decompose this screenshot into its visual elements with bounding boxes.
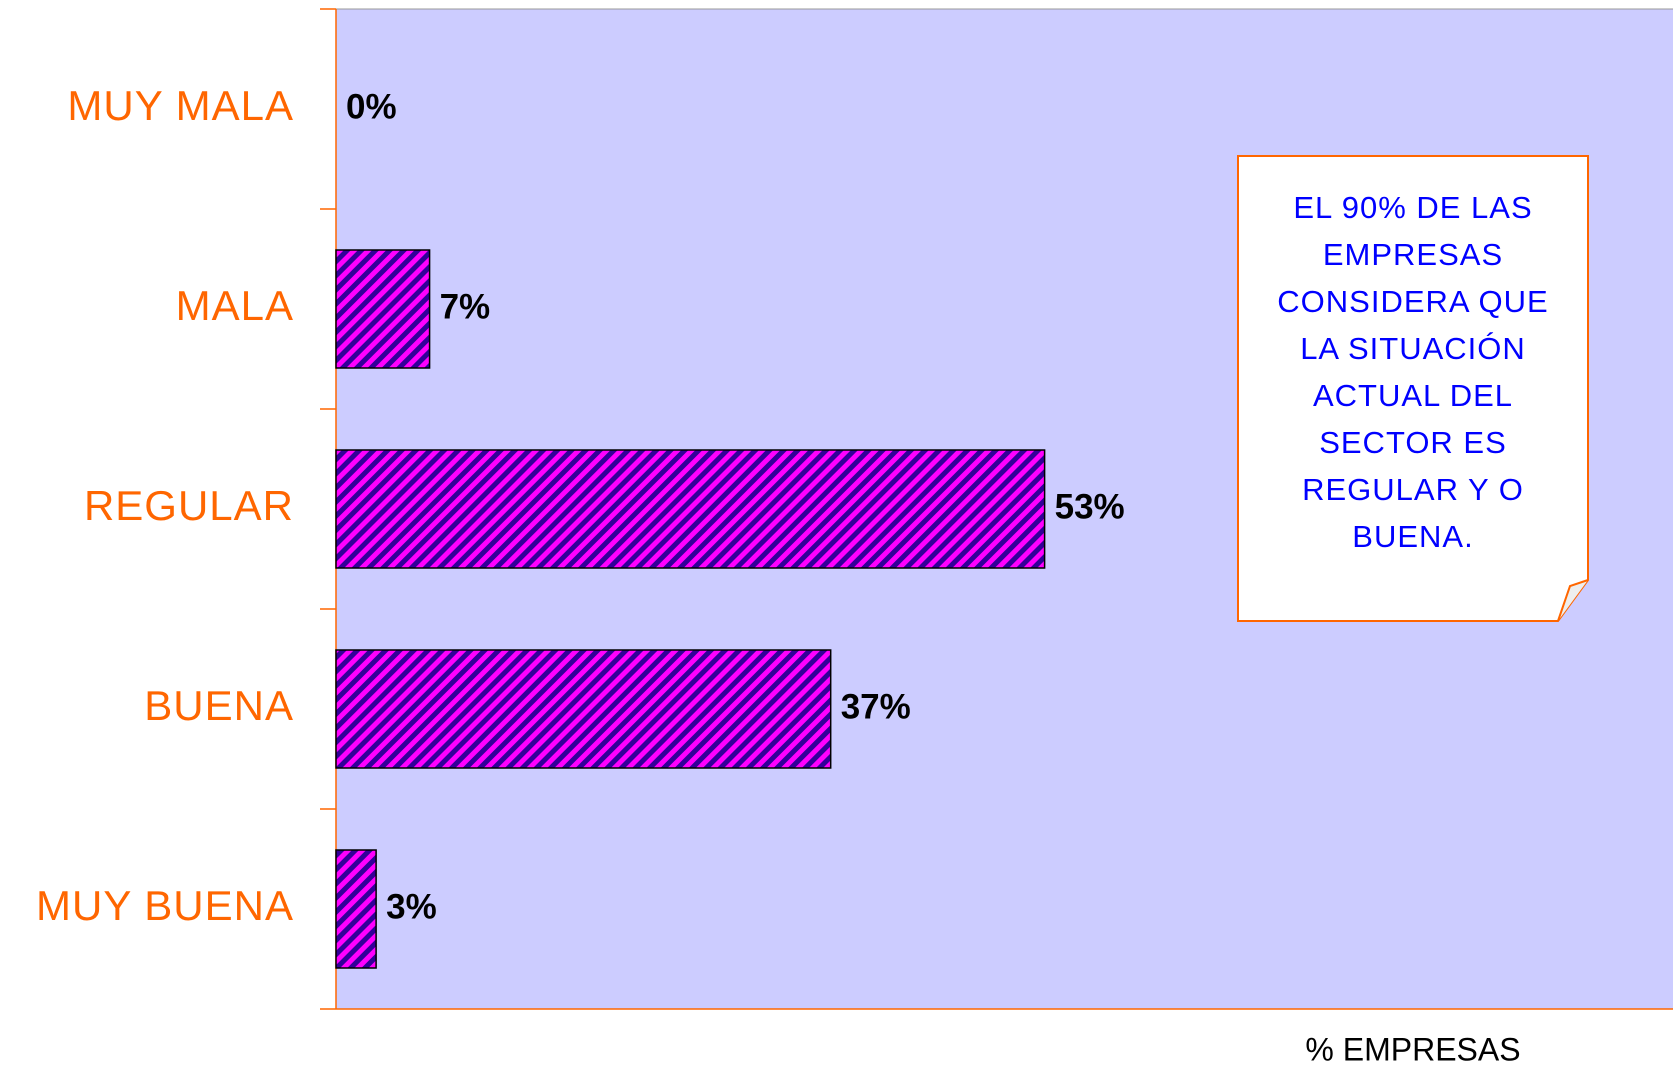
annotation	[1237, 155, 1589, 622]
value-label: 53%	[1055, 487, 1125, 526]
annotation-line: SECTOR ES	[1319, 425, 1507, 460]
y-tick-label: MUY MALA	[67, 82, 294, 129]
bar	[335, 849, 377, 969]
annotation-line: BUENA.	[1352, 519, 1473, 554]
bar	[335, 649, 832, 769]
annotation-line: LA SITUACIÓN	[1300, 331, 1526, 366]
annotation-line: EMPRESAS	[1323, 237, 1503, 272]
value-label: 0%	[346, 87, 397, 126]
value-label: 37%	[841, 687, 911, 726]
y-tick-label: REGULAR	[84, 482, 294, 529]
x-axis-label: % EMPRESAS	[1305, 1031, 1520, 1067]
bar	[335, 449, 1046, 569]
y-tick-label: MALA	[176, 282, 294, 329]
value-label: 7%	[440, 287, 491, 326]
y-tick-label: BUENA	[144, 682, 294, 729]
annotation-line: REGULAR Y O	[1302, 472, 1524, 507]
annotation-fold	[1557, 579, 1589, 622]
annotation-line: CONSIDERA QUE	[1277, 284, 1548, 319]
annotation-line: ACTUAL DEL	[1313, 378, 1513, 413]
annotation-line: EL 90% DE LAS	[1293, 190, 1532, 225]
y-tick-label: MUY BUENA	[36, 882, 294, 929]
bar	[335, 249, 431, 369]
value-label: 3%	[386, 887, 437, 926]
